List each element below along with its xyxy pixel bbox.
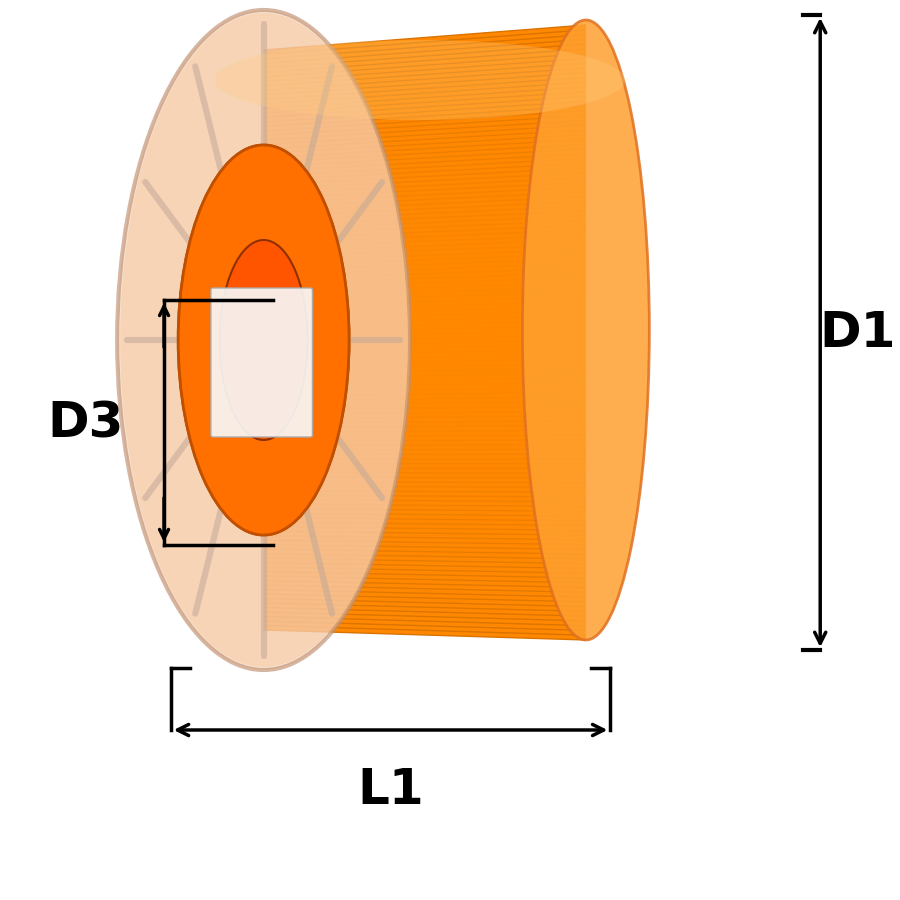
Ellipse shape xyxy=(220,240,308,440)
Text: D1: D1 xyxy=(819,309,896,357)
FancyBboxPatch shape xyxy=(211,288,312,437)
Text: D3: D3 xyxy=(48,399,124,447)
FancyBboxPatch shape xyxy=(211,288,312,437)
Ellipse shape xyxy=(220,240,308,440)
Ellipse shape xyxy=(178,145,349,535)
Ellipse shape xyxy=(215,40,625,120)
Ellipse shape xyxy=(117,10,410,670)
Ellipse shape xyxy=(178,145,349,535)
Text: L1: L1 xyxy=(357,766,424,814)
Ellipse shape xyxy=(522,20,649,640)
Polygon shape xyxy=(264,25,586,640)
Ellipse shape xyxy=(120,13,407,667)
